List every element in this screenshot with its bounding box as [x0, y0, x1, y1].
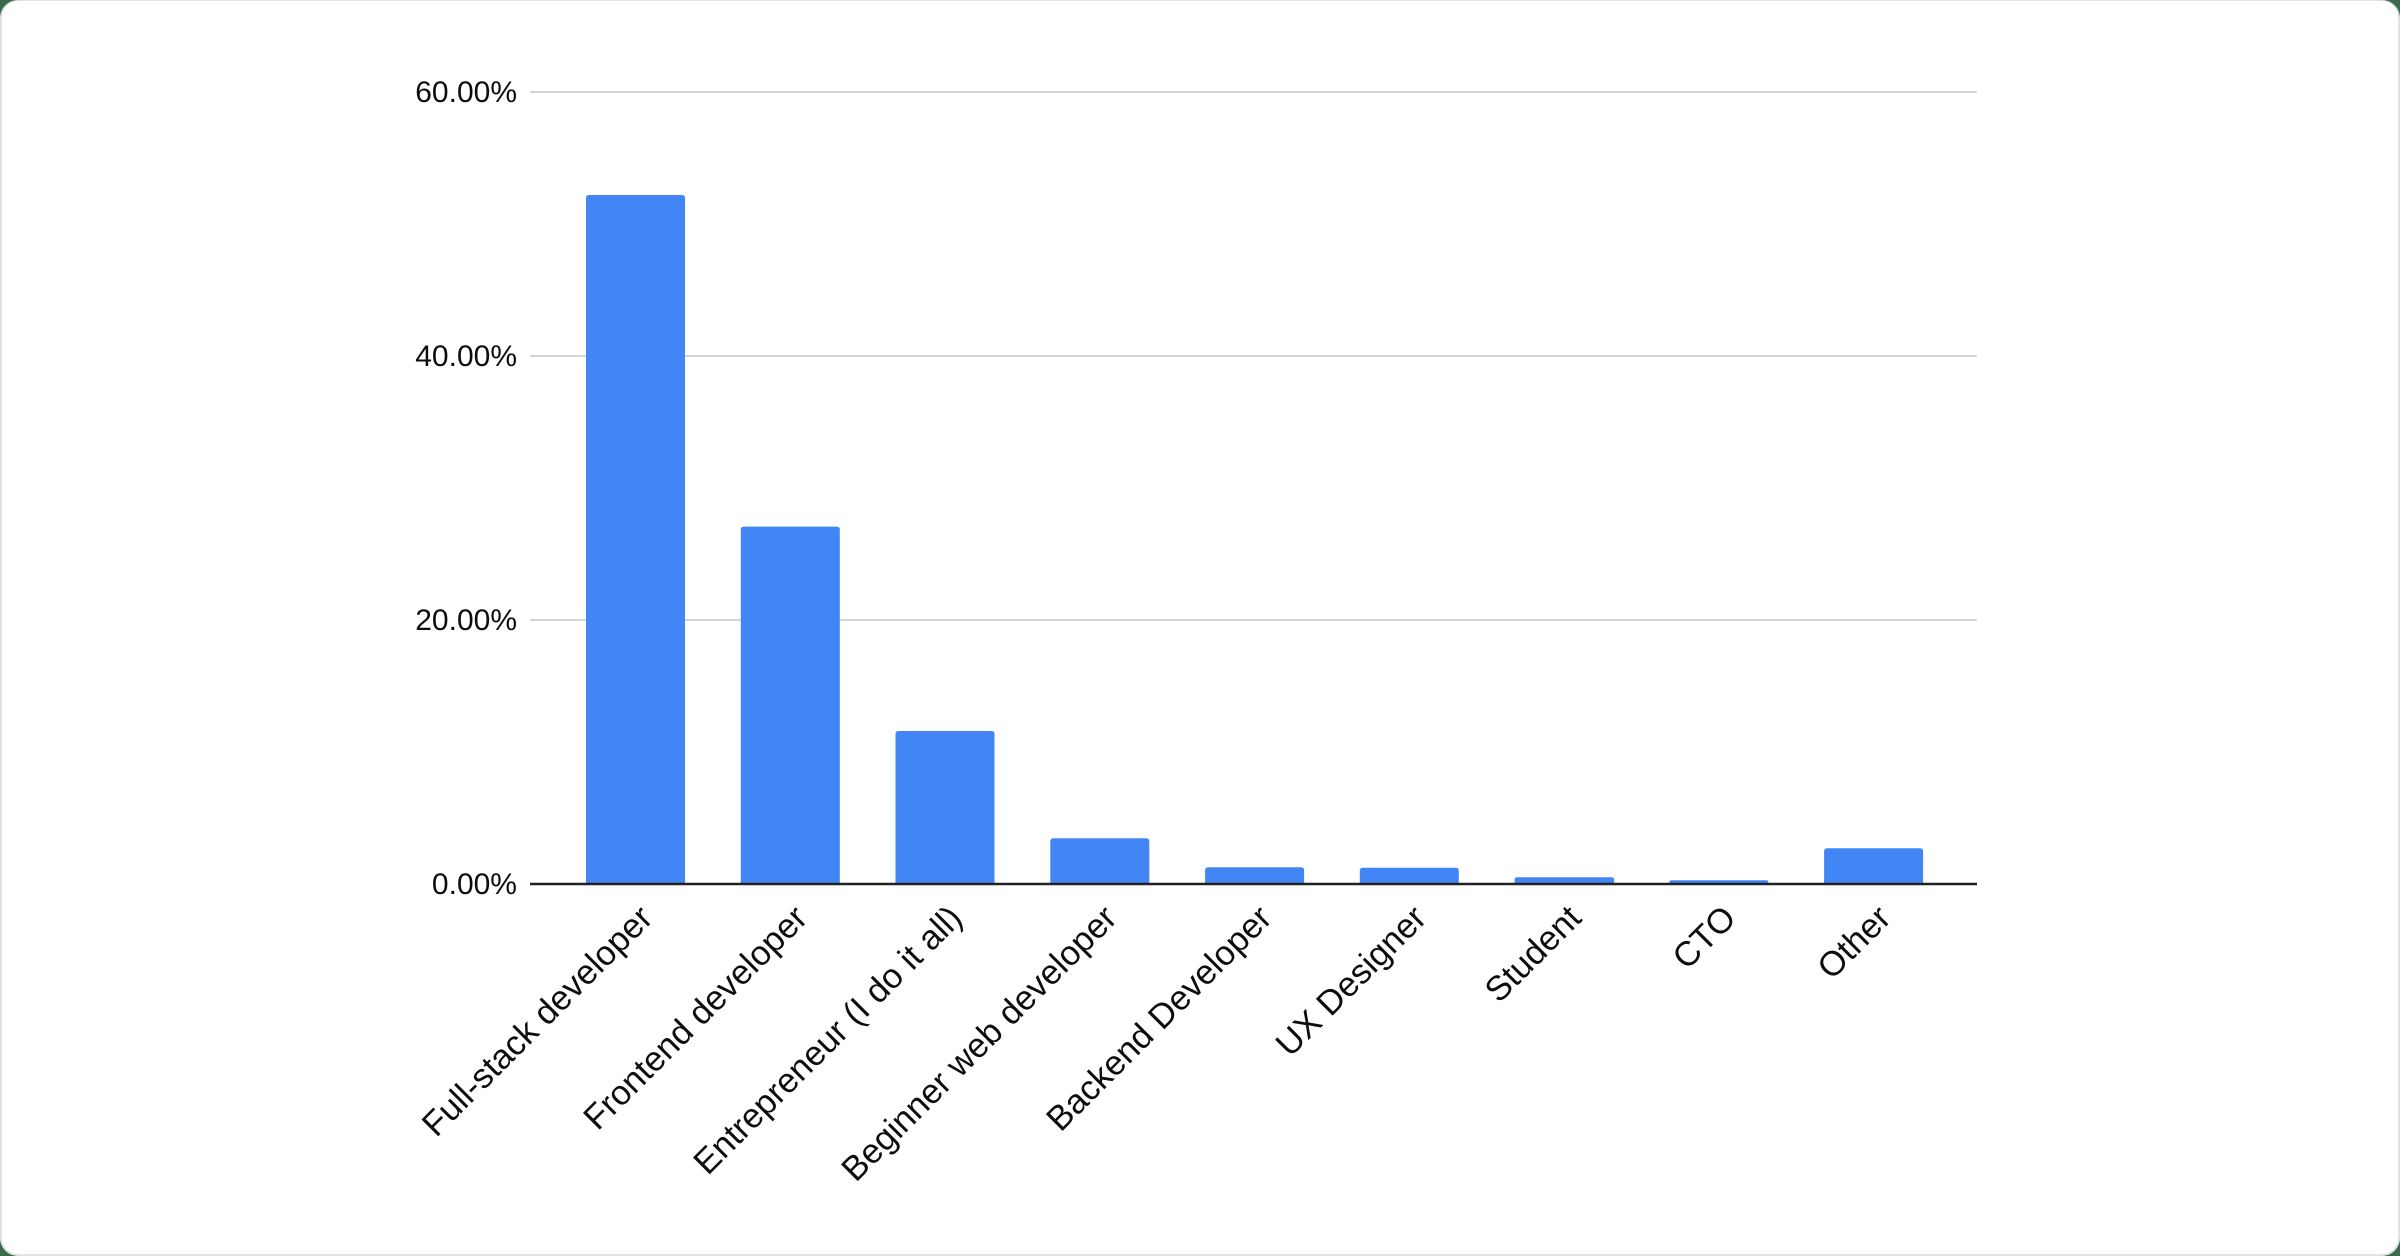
svg-text:60.00%: 60.00%: [415, 76, 517, 109]
svg-text:CTO: CTO: [1666, 899, 1744, 977]
svg-text:UX Designer: UX Designer: [1269, 899, 1434, 1064]
svg-text:20.00%: 20.00%: [415, 604, 517, 637]
svg-text:40.00%: 40.00%: [415, 340, 517, 373]
svg-text:Entrepreneur (I do it all): Entrepreneur (I do it all): [687, 899, 970, 1182]
svg-text:Other: Other: [1810, 899, 1898, 987]
svg-text:Student: Student: [1478, 898, 1589, 1009]
svg-text:Beginner web developer: Beginner web developer: [834, 899, 1124, 1189]
svg-text:0.00%: 0.00%: [432, 868, 517, 901]
